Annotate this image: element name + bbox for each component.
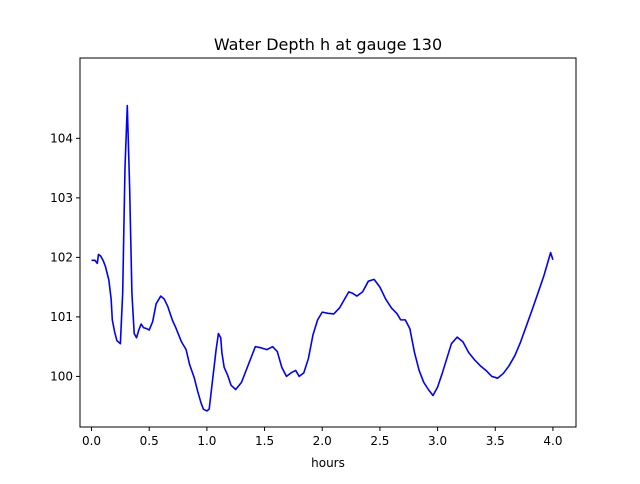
- y-tick-label: 101: [50, 310, 73, 324]
- x-tick-label: 3.5: [486, 434, 505, 448]
- x-tick-label: 2.5: [370, 434, 389, 448]
- x-tick-label: 3.0: [428, 434, 447, 448]
- series-line: [91, 104, 554, 412]
- x-axis: 0.0 0.5 1.0 1.5 2.0 2.5 3.0 3.5 4.0: [82, 427, 562, 448]
- x-tick-label: 4.0: [543, 434, 562, 448]
- x-tick-label: 0.5: [140, 434, 159, 448]
- plot-area: [91, 104, 554, 412]
- y-tick-label: 103: [50, 191, 73, 205]
- y-tick-label: 102: [50, 250, 73, 264]
- x-tick-label: 0.0: [82, 434, 101, 448]
- plot-frame: [79, 57, 577, 428]
- y-tick-label: 100: [50, 369, 73, 383]
- y-axis: 100 101 102 103 104: [50, 131, 80, 383]
- x-tick-label: 1.5: [255, 434, 274, 448]
- x-axis-label: hours: [311, 456, 345, 470]
- x-tick-label: 2.0: [313, 434, 332, 448]
- y-tick-label: 104: [50, 131, 73, 145]
- x-tick-label: 1.0: [197, 434, 216, 448]
- chart-title: Water Depth h at gauge 130: [214, 35, 442, 54]
